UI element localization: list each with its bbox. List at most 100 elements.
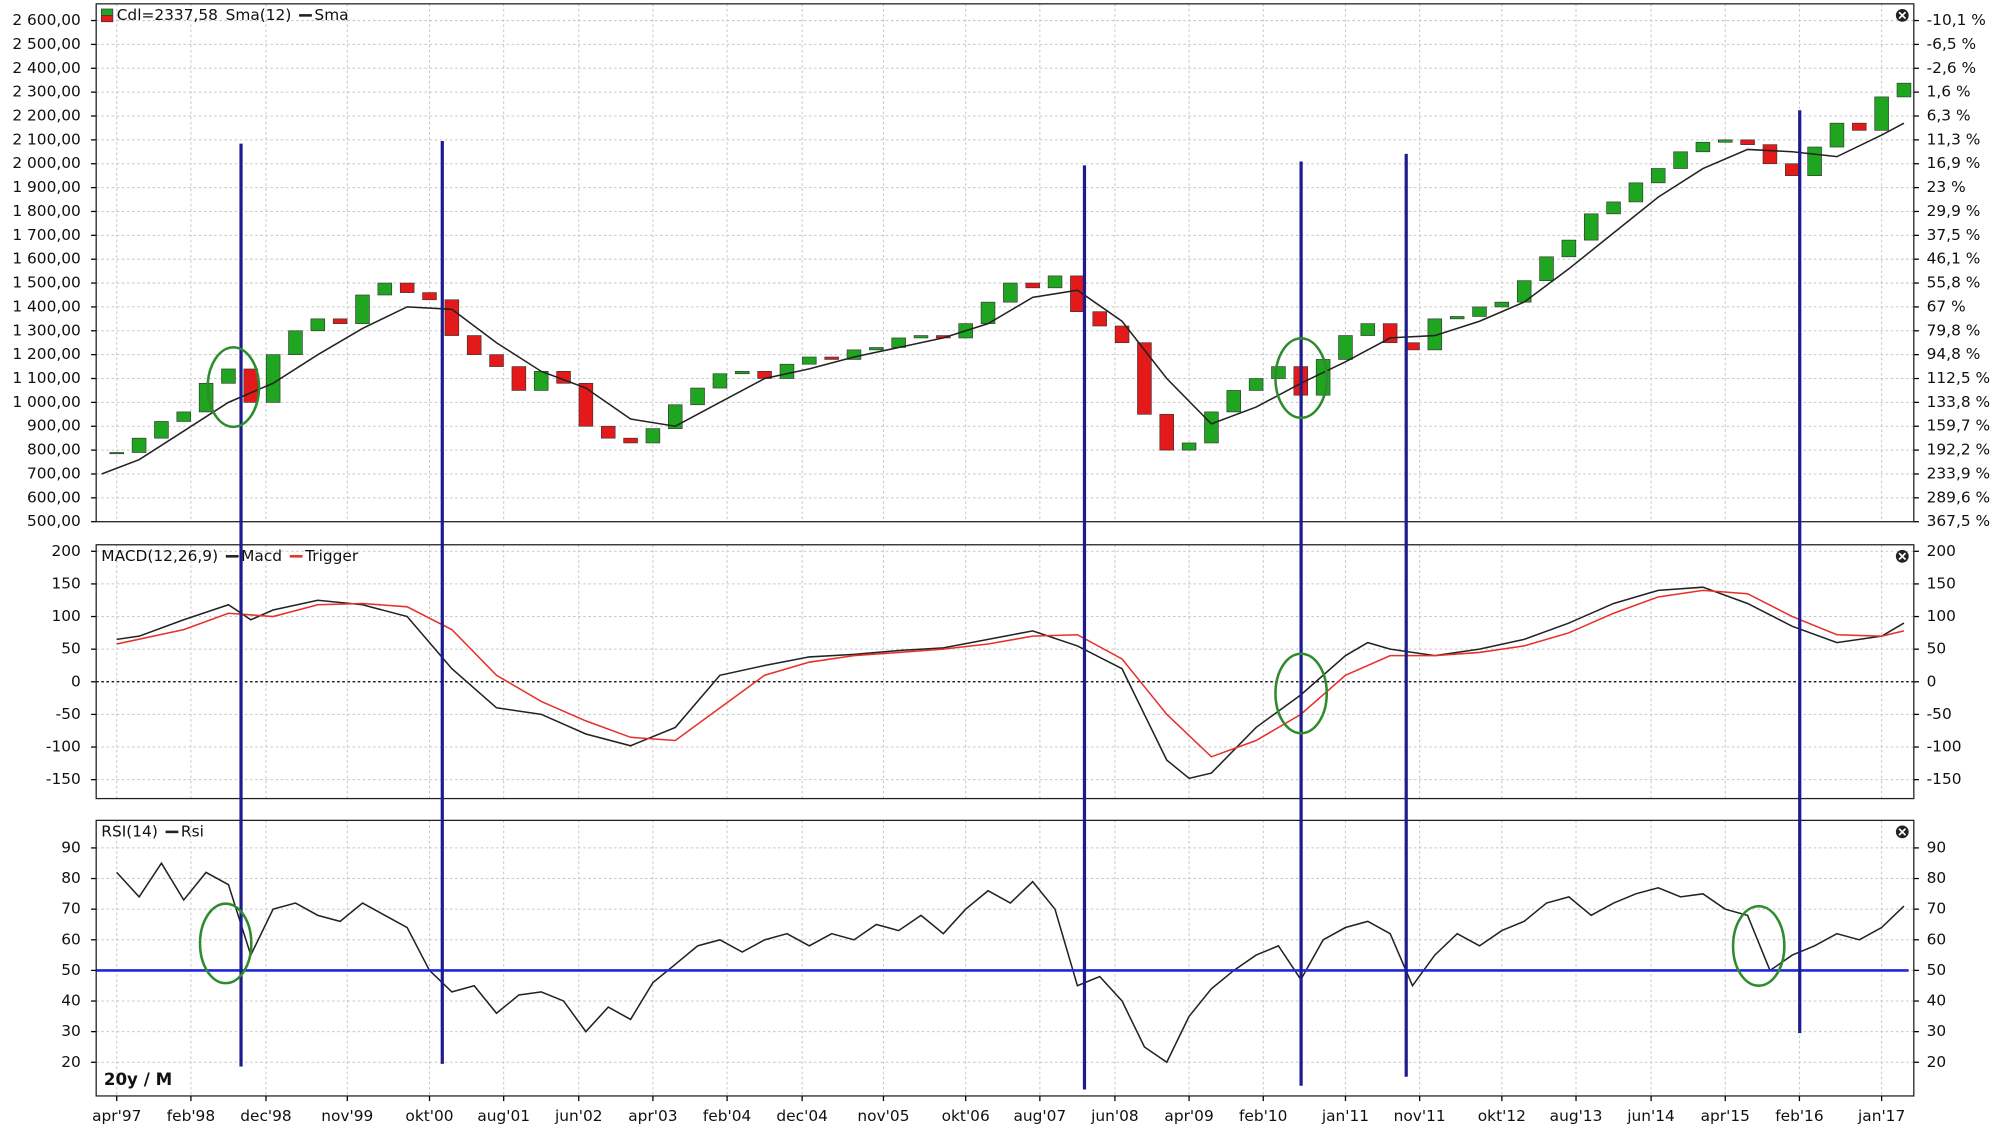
y-tick-label: 40 — [61, 992, 81, 1010]
y2-tick-label: 289,6 % — [1927, 488, 1991, 506]
indicator-label: Sma(12) — [226, 6, 292, 24]
x-tick-label: apr'03 — [628, 1107, 677, 1125]
y-tick-label: 1 200,00 — [12, 345, 80, 363]
y2-tick-label: 367,5 % — [1927, 512, 1991, 530]
x-tick-label: feb'16 — [1775, 1107, 1823, 1125]
y-tick-label: 2 100,00 — [12, 130, 80, 148]
annotation-ellipse — [1731, 904, 1786, 987]
series-line — [101, 122, 1905, 475]
legend-label: Rsi — [181, 822, 204, 840]
candle — [623, 437, 638, 444]
candle — [377, 282, 393, 296]
candle — [1360, 323, 1376, 336]
x-tick-label: nov'11 — [1394, 1107, 1446, 1125]
y2-tick-label: 70 — [1927, 900, 1947, 918]
y2-tick-label: 60 — [1927, 930, 1947, 948]
y-tick-label: 1 900,00 — [12, 178, 80, 196]
y2-tick-label: 46,1 % — [1927, 250, 1981, 268]
y-tick-label: -150 — [46, 770, 81, 788]
y-tick-label: 1 800,00 — [12, 202, 80, 220]
y2-tick-label: 55,8 % — [1927, 274, 1981, 292]
panel — [96, 3, 1914, 522]
candle — [1003, 282, 1018, 303]
y-tick-label: 900,00 — [27, 417, 81, 435]
x-tick-label: feb'04 — [703, 1107, 751, 1125]
candle — [1561, 239, 1577, 258]
series-line — [116, 586, 1905, 780]
candle — [1449, 316, 1465, 320]
candle — [1427, 318, 1443, 351]
x-tick-label: nov'05 — [857, 1107, 909, 1125]
y-tick-label: 50 — [61, 640, 81, 658]
x-tick-label: jan'11 — [1321, 1107, 1369, 1125]
x-tick-label: okt'00 — [405, 1107, 453, 1125]
x-tick-label: aug'13 — [1550, 1107, 1603, 1125]
candle — [824, 356, 839, 360]
y-tick-label: 100 — [51, 607, 80, 625]
candle — [1650, 168, 1666, 184]
candle — [533, 371, 549, 391]
y2-tick-label: 159,7 % — [1927, 417, 1991, 435]
y-tick-label: 150 — [51, 574, 80, 592]
y2-tick-label: 94,8 % — [1927, 345, 1981, 363]
annotation-ellipse — [206, 346, 261, 429]
x-tick-label: feb'10 — [1239, 1107, 1287, 1125]
panel-border — [95, 819, 1915, 1097]
candle — [332, 318, 348, 324]
y2-tick-label: 16,9 % — [1927, 154, 1981, 172]
y-tick-label: 500,00 — [27, 512, 81, 530]
y-tick-label: -100 — [46, 738, 81, 756]
candle — [600, 425, 616, 439]
y2-tick-label: -10,1 % — [1927, 11, 1986, 29]
candle — [1829, 122, 1845, 148]
y2-tick-label: 37,5 % — [1927, 226, 1981, 244]
candle — [1114, 325, 1130, 344]
close-icon-x — [1898, 11, 1907, 20]
candle — [913, 335, 929, 339]
candle — [690, 387, 705, 406]
x-tick-label: okt'06 — [942, 1107, 990, 1125]
y2-tick-label: 80 — [1927, 869, 1947, 887]
candle — [1740, 139, 1755, 145]
y2-tick-label: 0 — [1927, 672, 1937, 690]
y-tick-label: 50 — [61, 961, 81, 979]
candle — [511, 366, 527, 391]
y2-tick-label: 11,3 % — [1927, 130, 1981, 148]
candle — [1762, 144, 1778, 165]
y-tick-label: 30 — [61, 1022, 81, 1040]
candle — [310, 318, 326, 332]
y2-tick-label: -100 — [1927, 738, 1962, 756]
candle — [802, 356, 817, 365]
annotation-ellipse — [198, 902, 253, 985]
y2-tick-label: 100 — [1927, 607, 1956, 625]
indicator-label: RSI(14) — [101, 822, 158, 840]
y-tick-label: 800,00 — [27, 441, 81, 459]
x-tick-label: jan'17 — [1857, 1107, 1905, 1125]
annotation-ellipse — [1274, 652, 1329, 735]
y2-tick-label: 50 — [1927, 961, 1947, 979]
y-tick-label: 1 000,00 — [12, 393, 80, 411]
candle — [1271, 366, 1286, 379]
y-tick-label: 70 — [61, 900, 81, 918]
candle — [131, 437, 147, 453]
x-tick-label: dec'98 — [240, 1107, 291, 1125]
period-label: 20y / M — [104, 1070, 172, 1089]
legend-label: Sma — [314, 6, 348, 24]
x-tick-label: apr'09 — [1164, 1107, 1213, 1125]
close-icon-x — [1898, 552, 1907, 561]
candle — [1673, 151, 1688, 169]
candle — [1025, 282, 1040, 289]
y-tick-label: 2 000,00 — [12, 154, 80, 172]
y2-tick-label: 29,9 % — [1927, 202, 1981, 220]
candle — [444, 299, 460, 336]
legend-label: Cdl=2337,58 — [117, 6, 218, 24]
annotations — [198, 110, 1802, 1090]
candle — [1539, 256, 1554, 281]
y2-tick-label: 30 — [1927, 1022, 1947, 1040]
x-tick-label: dec'04 — [776, 1107, 827, 1125]
y-tick-label: 2 600,00 — [12, 11, 80, 29]
candle — [779, 363, 795, 379]
y-tick-label: 2 400,00 — [12, 59, 80, 77]
candle — [735, 371, 750, 375]
